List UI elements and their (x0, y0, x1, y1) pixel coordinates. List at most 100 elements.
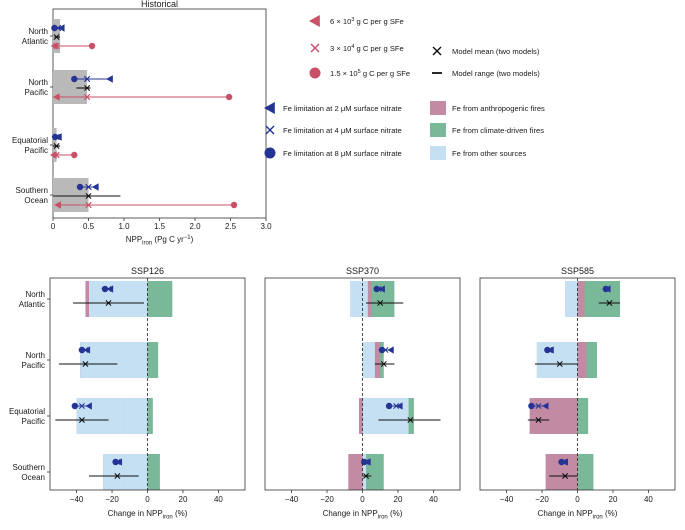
ssp585-fe-2um-triangle (561, 458, 568, 466)
ssp370-xtick-label: 40 (429, 495, 438, 504)
ssp370-other-sources-bar (362, 342, 375, 378)
ssp126-other-sources-bar-extra (76, 398, 125, 434)
ssp126-xlabel: Change in NPPiron (%) (108, 509, 188, 521)
ssp585-climate-driven-fires-bar (577, 281, 621, 317)
ssp126-model-mean (82, 361, 89, 367)
historical-solubility-3e4-cross (53, 151, 60, 159)
ssp370-xtick-label: 0 (360, 495, 365, 504)
ssp370-xtick-label: 20 (394, 495, 403, 504)
historical-solubility-3e4-cross-stroke-b (85, 201, 92, 209)
ssp370-fe-2um-triangle (378, 285, 385, 293)
ssp126-fe-4um-cross (78, 403, 85, 409)
legend-source-label: Fe from climate-driven fires (452, 126, 544, 135)
ssp126-fe-4um-cross-stroke-b (78, 403, 85, 409)
ssp585-xtick-label: 0 (575, 495, 580, 504)
historical-solubility-6e3-triangle (52, 93, 60, 101)
ssp370-fe-4um-cross-stroke-b (382, 347, 389, 353)
ssp126-fe-8um-circle (71, 402, 79, 410)
ssp370-fe-8um-circle (373, 285, 380, 293)
ssp585-xtick-label: 40 (644, 495, 653, 504)
ssp126-model-mean-stroke-b (105, 300, 112, 306)
historical-region-label: Pacific (24, 146, 48, 155)
historical-fe-2um-triangle (57, 24, 65, 32)
legend-solubility-label: 3 × 104 g C per g SFe (330, 44, 404, 53)
ssp585-fe-2um-triangle (541, 402, 549, 410)
ssp370-other-sources-bar (362, 281, 368, 317)
historical-solubility-3e4-cross-stroke-b (83, 93, 91, 101)
ssp370-model-mean-stroke-b (363, 473, 369, 479)
legend-fe-label: Fe limitation at 2 μM surface nitrate (283, 104, 402, 113)
ssp126-region-label: Southern (13, 463, 45, 472)
historical-model-mean (84, 85, 91, 91)
ssp126-fe-2um-triangle (106, 285, 114, 293)
legend-solubility-cross-icon (310, 43, 320, 53)
ssp585-xlabel: Change in NPPiron (%) (538, 509, 618, 521)
ssp126-region-label: Atlantic (19, 300, 45, 309)
historical-solubility-1.5e5-circle (225, 93, 233, 101)
ssp585-fe-4um-cross (535, 403, 542, 409)
legend-solubility-label: 6 × 103 g C per g SFe (330, 17, 404, 26)
historical-region-label: Ocean (24, 196, 48, 205)
ssp126-model-mean-stroke-b (82, 361, 89, 367)
legend-other_sources-swatch (430, 146, 446, 160)
ssp370-fe-2um-triangle (364, 458, 371, 466)
ssp370-fe-2um-triangle (387, 346, 394, 354)
ssp585-anthropogenic-fires-bar (529, 398, 578, 434)
historical-xtick-label: 1.0 (118, 222, 130, 231)
ssp126-title: SSP126 (131, 266, 164, 276)
historical-xtick-label: 0.5 (83, 222, 95, 231)
ssp126-model-mean (105, 300, 112, 306)
ssp126-fe-2um-triangle (83, 346, 91, 354)
ssp585-xtick-label: 20 (609, 495, 618, 504)
ssp126-region-label: Pacific (21, 361, 45, 370)
historical-model-mean (85, 193, 92, 199)
ssp585-anthropogenic-fires-bar (577, 281, 585, 317)
historical-fe-4um-cross (83, 75, 91, 83)
historical-xlabel: NPPiron (Pg C yr−1) (126, 235, 194, 247)
historical-fe-8um-circle (71, 75, 78, 83)
ssp585-fe-4um-cross-stroke-b (535, 403, 542, 409)
legend-model-mean-icon-stroke-b (432, 46, 442, 56)
ssp585-model-mean (562, 473, 569, 479)
ssp370-title: SSP370 (346, 266, 379, 276)
historical-fe-2um-triangle (91, 183, 99, 191)
ssp126-other-sources-bar (92, 281, 148, 317)
historical-solubility-3e4-cross (85, 201, 92, 209)
ssp126-climate-fires-bar (147, 398, 153, 434)
ssp126-region-label: North (25, 290, 45, 299)
ssp126-other-sources-bar-extra (89, 281, 93, 317)
ssp370-fe-8um-circle (385, 402, 393, 410)
legend-climate_driven_fires-swatch (430, 123, 446, 137)
legend-solubility-circle-icon (309, 67, 321, 79)
ssp126-fe-2um-triangle (115, 458, 123, 466)
ssp585-xtick-label: −20 (535, 495, 549, 504)
historical-title: Historical (141, 0, 178, 9)
ssp585-model-mean-stroke-b (562, 473, 569, 479)
historical-model-mean-stroke-b (85, 193, 92, 199)
ssp126-frame (49, 277, 246, 491)
ssp370-model-mean (380, 361, 387, 367)
ssp126-climate-fires-bar (147, 454, 160, 490)
historical-fe-2um-triangle (54, 133, 62, 141)
ssp585-other-sources-bar (536, 342, 578, 378)
legend-solubility-cross-icon-stroke-b (310, 43, 320, 53)
legend-anthropogenic_fires-swatch (430, 101, 446, 115)
ssp126-region-label: Equatorial (9, 407, 45, 416)
historical-solubility-3e4-cross (53, 42, 60, 50)
ssp126-other-sources-bar-extra (80, 342, 82, 378)
legend-fe-triangle-icon (264, 102, 275, 114)
historical-model-mean-stroke-b (84, 85, 91, 91)
historical-model-mean (53, 143, 60, 149)
ssp126-xtick-label: −20 (105, 495, 119, 504)
ssp370-fe-8um-circle (378, 346, 386, 354)
ssp126-model-mean (114, 473, 121, 479)
historical-solubility-6e3-triangle (54, 201, 62, 209)
legend-fe-label: Fe limitation at 4 μM surface nitrate (283, 126, 402, 135)
historical-region-label: Atlantic (22, 37, 48, 46)
historical-xtick-label: 0 (51, 222, 56, 231)
ssp126-xtick-label: 40 (214, 495, 223, 504)
ssp126-model-mean-stroke-b (78, 417, 85, 423)
ssp126-climate-fires-bar (147, 281, 173, 317)
historical-bar (53, 19, 61, 53)
historical-fe-4um-cross (85, 183, 92, 191)
